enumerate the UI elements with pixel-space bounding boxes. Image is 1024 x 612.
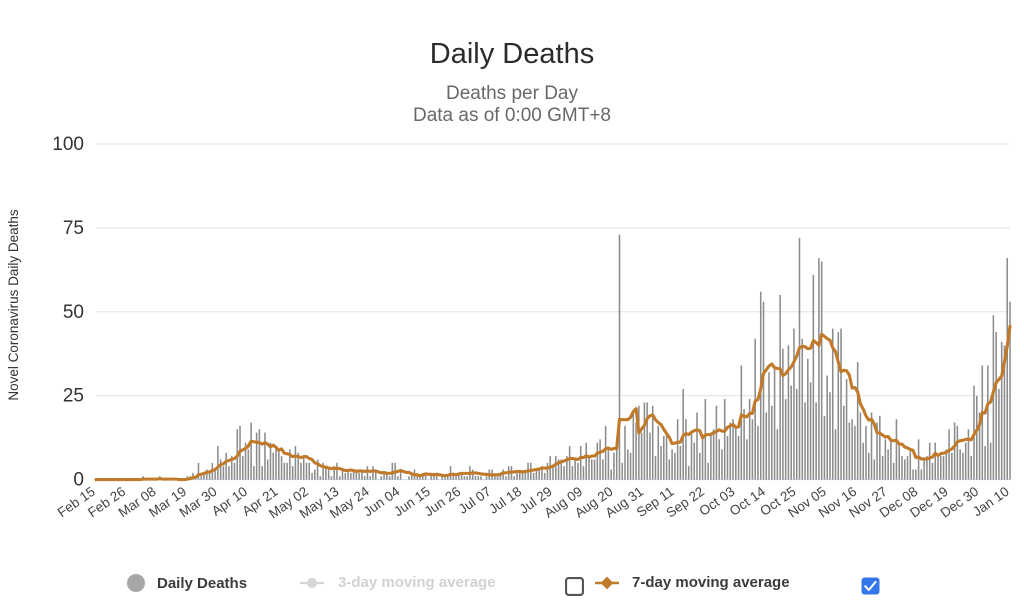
svg-text:25: 25 [63,386,84,407]
svg-text:50: 50 [63,302,84,323]
svg-text:75: 75 [63,218,84,239]
svg-text:Jul 07: Jul 07 [456,484,494,517]
svg-text:Jul 18: Jul 18 [486,484,524,517]
svg-text:100: 100 [52,134,84,155]
